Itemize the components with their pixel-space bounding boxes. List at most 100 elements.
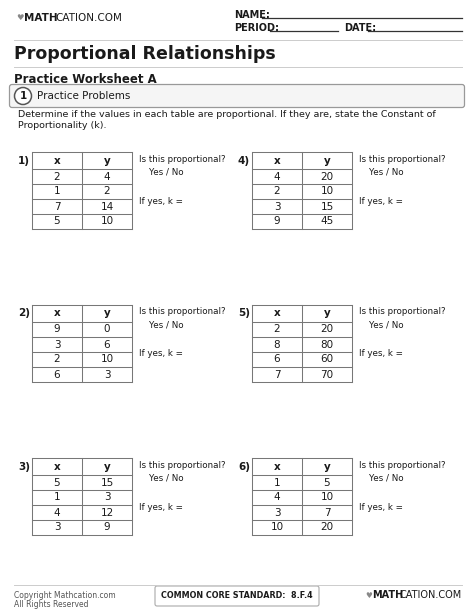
Text: 14: 14 <box>100 202 114 211</box>
Text: Is this proportional?: Is this proportional? <box>359 154 446 164</box>
Text: Yes / No: Yes / No <box>369 167 404 177</box>
Text: ♥: ♥ <box>16 13 24 22</box>
Text: 1: 1 <box>19 91 27 101</box>
Text: 9: 9 <box>273 216 280 226</box>
Text: 15: 15 <box>100 478 114 487</box>
Text: 6: 6 <box>273 354 280 365</box>
Text: PERIOD:: PERIOD: <box>234 23 279 33</box>
Text: NAME:: NAME: <box>234 10 270 20</box>
Text: x: x <box>54 308 60 319</box>
Text: Is this proportional?: Is this proportional? <box>139 154 226 164</box>
Text: 7: 7 <box>324 508 330 517</box>
Text: 2: 2 <box>54 172 60 181</box>
Text: 3: 3 <box>104 370 110 379</box>
Text: y: y <box>324 308 330 319</box>
Text: 5): 5) <box>238 308 250 319</box>
Text: 70: 70 <box>320 370 334 379</box>
Text: 10: 10 <box>100 354 114 365</box>
Text: 12: 12 <box>100 508 114 517</box>
Text: 2: 2 <box>273 186 280 197</box>
Text: CATION.COM: CATION.COM <box>400 590 462 600</box>
Text: Yes / No: Yes / No <box>149 473 183 482</box>
Text: All Rights Reserved: All Rights Reserved <box>14 600 89 609</box>
Text: If yes, k =: If yes, k = <box>139 503 183 511</box>
Text: Copyright Mathcation.com: Copyright Mathcation.com <box>14 591 116 600</box>
Text: y: y <box>324 156 330 166</box>
Text: Yes / No: Yes / No <box>149 321 183 330</box>
Text: Is this proportional?: Is this proportional? <box>359 460 446 470</box>
Text: 20: 20 <box>320 172 334 181</box>
Text: If yes, k =: If yes, k = <box>359 503 403 511</box>
Text: 5: 5 <box>54 216 60 226</box>
Text: 4: 4 <box>54 508 60 517</box>
Text: x: x <box>273 308 281 319</box>
Text: DATE:: DATE: <box>344 23 376 33</box>
Text: 2): 2) <box>18 308 30 319</box>
Text: 2: 2 <box>54 354 60 365</box>
Text: 10: 10 <box>320 492 334 503</box>
Text: x: x <box>54 156 60 166</box>
Text: 3: 3 <box>54 522 60 533</box>
Text: 3: 3 <box>54 340 60 349</box>
Text: 1: 1 <box>54 492 60 503</box>
Text: 1): 1) <box>18 156 30 166</box>
Text: 45: 45 <box>320 216 334 226</box>
Text: If yes, k =: If yes, k = <box>359 197 403 205</box>
Text: COMMON CORE STANDARD:  8.F.4: COMMON CORE STANDARD: 8.F.4 <box>161 592 313 601</box>
FancyBboxPatch shape <box>155 586 319 606</box>
Text: If yes, k =: If yes, k = <box>359 349 403 359</box>
Circle shape <box>15 88 31 104</box>
Text: 10: 10 <box>271 522 283 533</box>
Text: MATH: MATH <box>24 13 58 23</box>
Text: 2: 2 <box>273 324 280 335</box>
Text: 4: 4 <box>104 172 110 181</box>
Text: 60: 60 <box>320 354 334 365</box>
Text: Practice Problems: Practice Problems <box>37 91 130 101</box>
Text: 9: 9 <box>54 324 60 335</box>
Text: 20: 20 <box>320 324 334 335</box>
Text: 1: 1 <box>54 186 60 197</box>
Text: 5: 5 <box>54 478 60 487</box>
Text: y: y <box>104 308 110 319</box>
FancyBboxPatch shape <box>9 85 465 107</box>
Text: ♥: ♥ <box>365 590 372 600</box>
Text: 5: 5 <box>324 478 330 487</box>
Text: 7: 7 <box>54 202 60 211</box>
Text: Proportionality (k).: Proportionality (k). <box>18 121 107 130</box>
Text: Is this proportional?: Is this proportional? <box>139 308 226 316</box>
Text: 3: 3 <box>273 508 280 517</box>
Text: 2: 2 <box>104 186 110 197</box>
Text: 4: 4 <box>273 172 280 181</box>
Text: x: x <box>273 462 281 471</box>
Text: 10: 10 <box>320 186 334 197</box>
Text: 1: 1 <box>273 478 280 487</box>
Text: y: y <box>324 462 330 471</box>
Text: 4: 4 <box>273 492 280 503</box>
Text: 6: 6 <box>104 340 110 349</box>
Text: 3: 3 <box>273 202 280 211</box>
Text: Yes / No: Yes / No <box>369 473 404 482</box>
Text: 7: 7 <box>273 370 280 379</box>
Text: 6): 6) <box>238 462 250 471</box>
Text: Is this proportional?: Is this proportional? <box>359 308 446 316</box>
Text: Yes / No: Yes / No <box>149 167 183 177</box>
Text: 6: 6 <box>54 370 60 379</box>
Text: x: x <box>273 156 281 166</box>
Text: Practice Worksheet A: Practice Worksheet A <box>14 73 157 86</box>
Text: 9: 9 <box>104 522 110 533</box>
Text: If yes, k =: If yes, k = <box>139 197 183 205</box>
Text: y: y <box>104 156 110 166</box>
Text: 0: 0 <box>104 324 110 335</box>
Text: 80: 80 <box>320 340 334 349</box>
Text: x: x <box>54 462 60 471</box>
Text: Determine if the values in each table are proportional. If they are, state the C: Determine if the values in each table ar… <box>18 110 436 119</box>
Text: y: y <box>104 462 110 471</box>
Text: CATION.COM: CATION.COM <box>55 13 122 23</box>
Text: 8: 8 <box>273 340 280 349</box>
Text: Proportional Relationships: Proportional Relationships <box>14 45 276 63</box>
Text: Is this proportional?: Is this proportional? <box>139 460 226 470</box>
Text: 3): 3) <box>18 462 30 471</box>
Text: Yes / No: Yes / No <box>369 321 404 330</box>
Text: 3: 3 <box>104 492 110 503</box>
Text: If yes, k =: If yes, k = <box>139 349 183 359</box>
